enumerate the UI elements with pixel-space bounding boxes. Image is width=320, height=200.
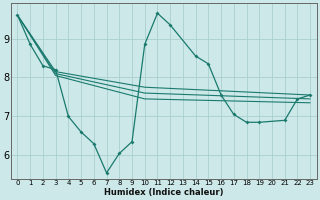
X-axis label: Humidex (Indice chaleur): Humidex (Indice chaleur) — [104, 188, 224, 197]
